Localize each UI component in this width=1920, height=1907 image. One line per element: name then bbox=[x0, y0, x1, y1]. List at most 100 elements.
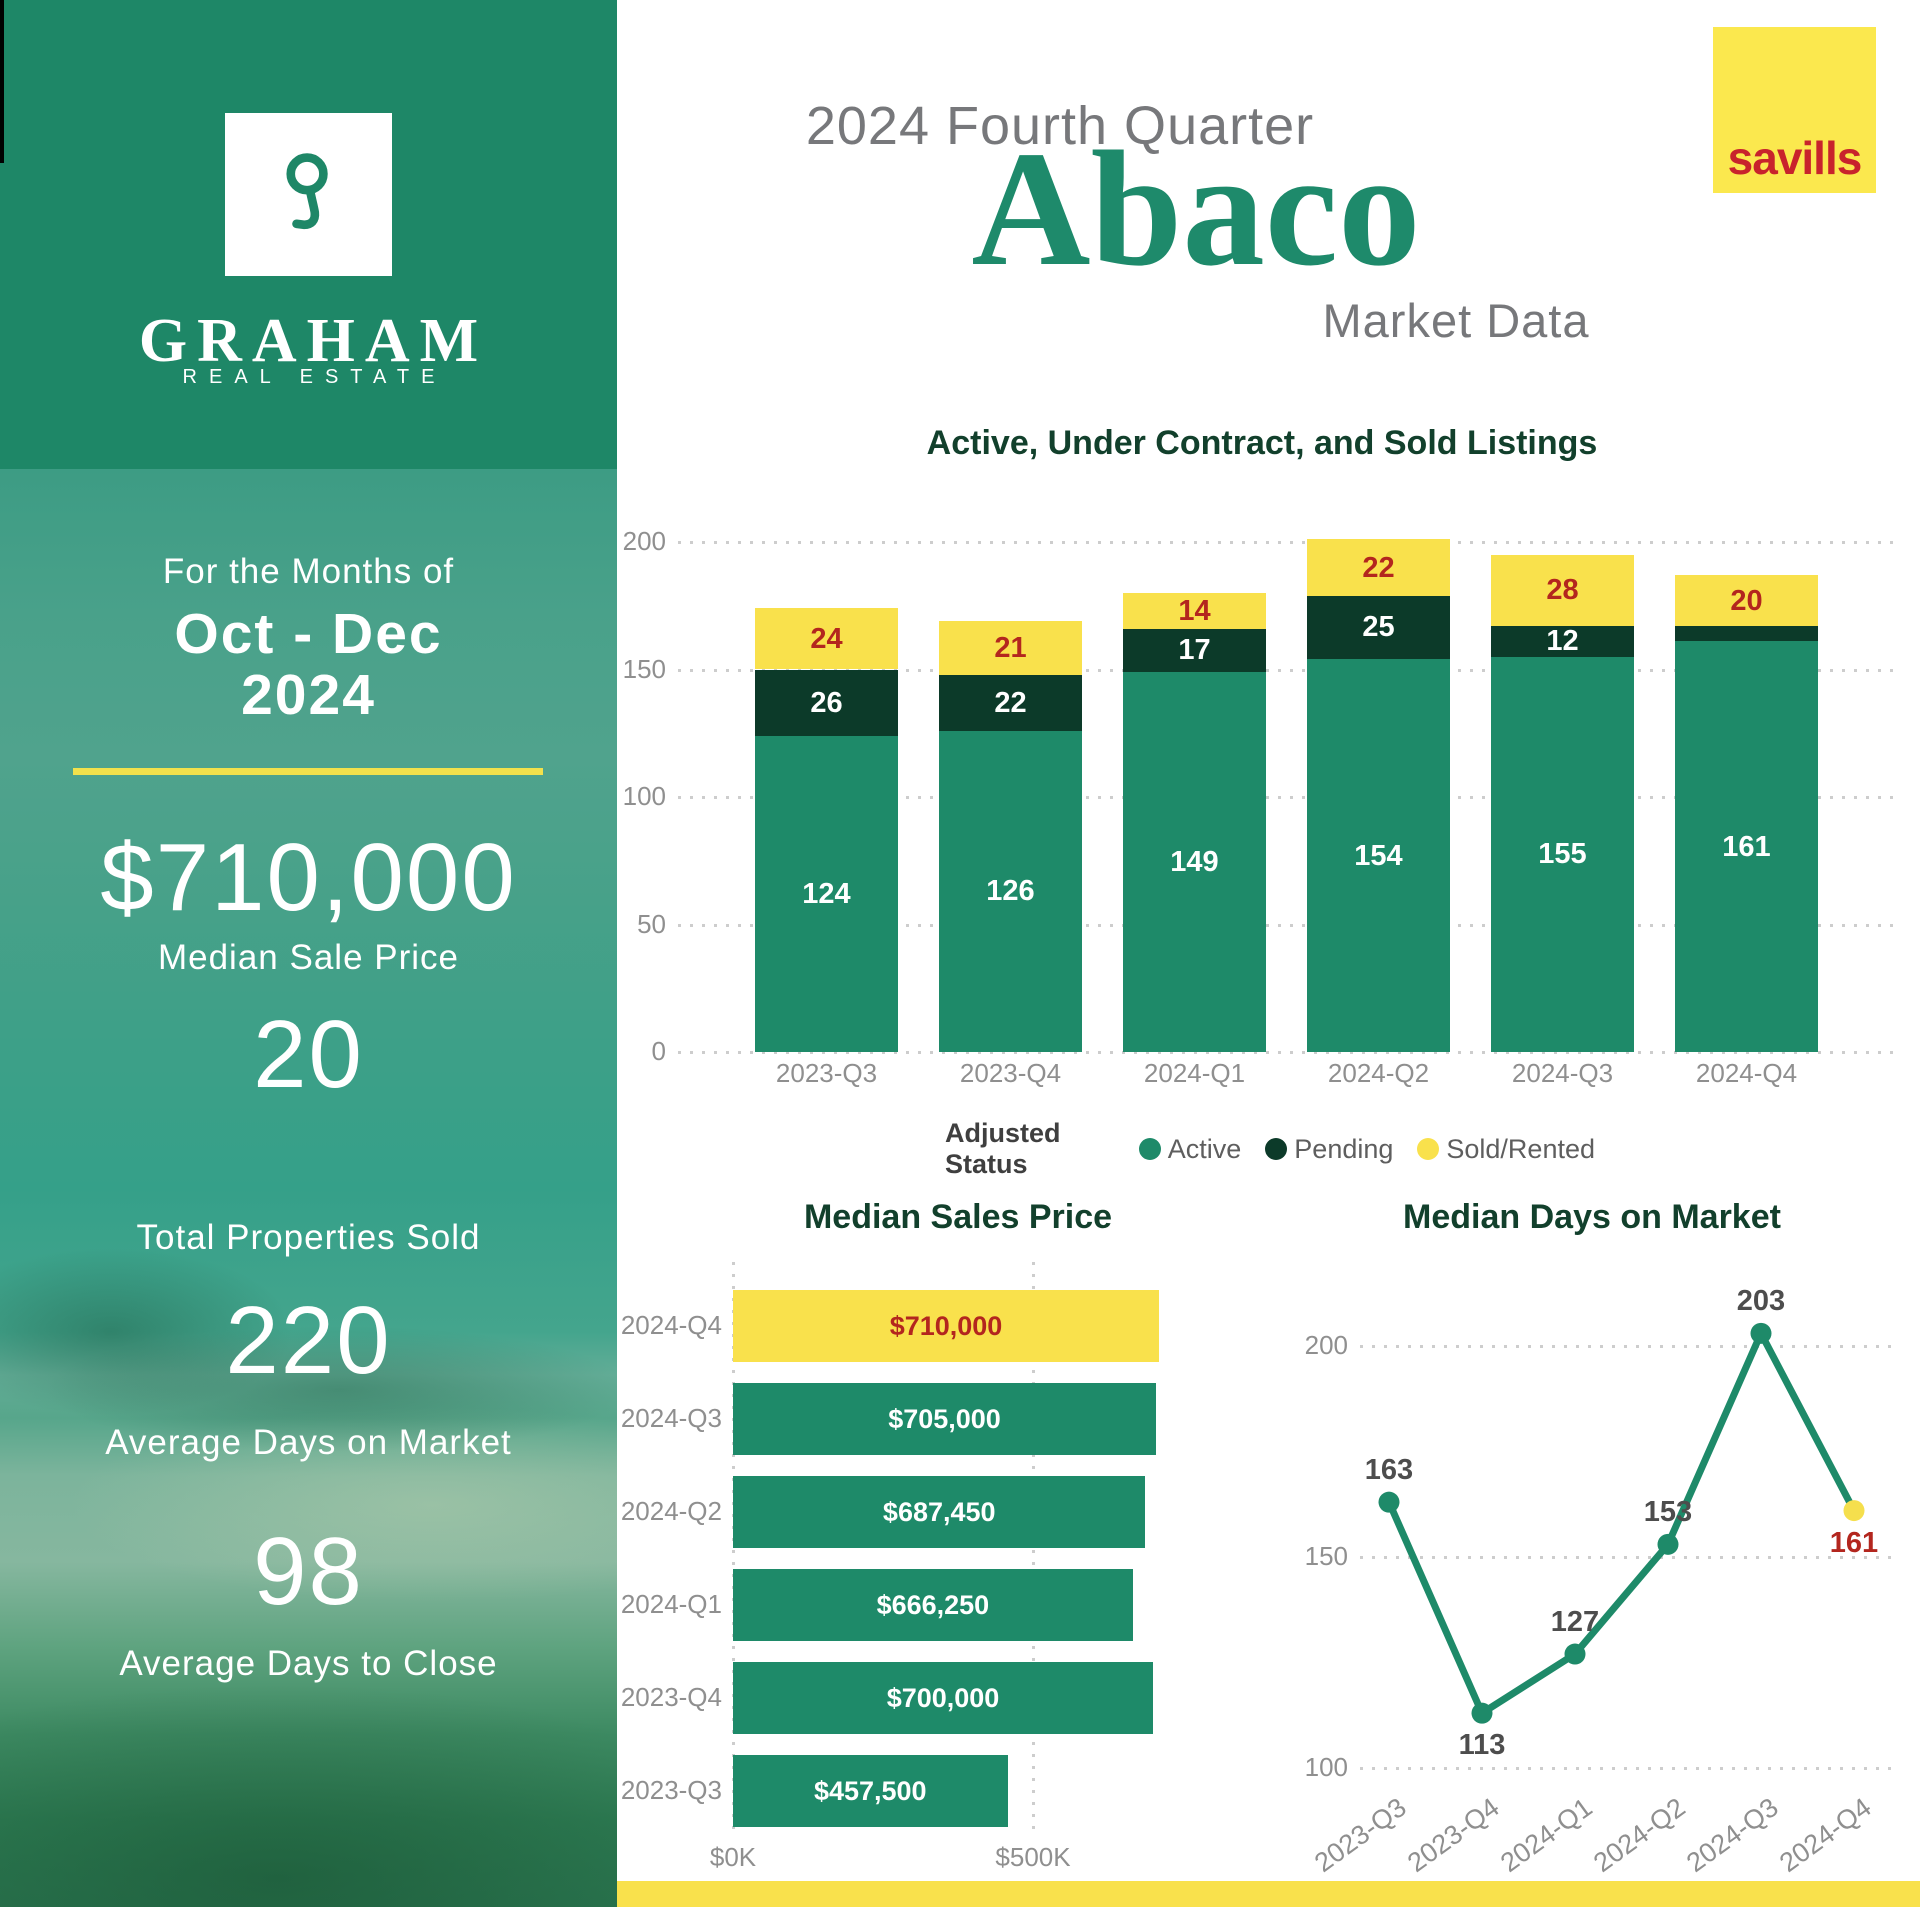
sidebar: GRAHAM REAL ESTATE For the Months of Oct… bbox=[0, 0, 617, 1907]
listings-ytick: 50 bbox=[637, 908, 666, 939]
listings-bar-segment-sold-rented bbox=[755, 608, 898, 670]
stat-total-sold-value: 20 bbox=[253, 1001, 364, 1108]
listings-segment-value: 155 bbox=[1538, 838, 1587, 871]
listings-gridline bbox=[678, 668, 1895, 672]
listings-ytick: 150 bbox=[622, 653, 666, 684]
listings-segment-value: 21 bbox=[994, 631, 1027, 664]
listings-segment-value: 161 bbox=[1722, 830, 1771, 863]
mdom-ytick: 200 bbox=[1304, 1330, 1348, 1360]
stat-median-sale-price-value: $710,000 bbox=[100, 824, 517, 931]
listings-legend: Adjusted Status Active Pending Sold/Rented bbox=[945, 1118, 1595, 1180]
legend-title: Adjusted Status bbox=[945, 1118, 1061, 1179]
legend-item-active: Active bbox=[1138, 1133, 1242, 1165]
listings-bar-segment-pending bbox=[939, 674, 1082, 731]
msp-bar bbox=[733, 1476, 1146, 1548]
msp-chart-title: Median Sales Price bbox=[803, 1198, 1113, 1236]
listings-gridline bbox=[678, 796, 1895, 799]
mdom-point-label: 153 bbox=[1643, 1496, 1693, 1529]
msp-bar-value: $666,250 bbox=[876, 1590, 990, 1620]
period-year: 2024 bbox=[241, 663, 376, 727]
mdom-point-label: 203 bbox=[1736, 1285, 1786, 1318]
listings-bar-segment-pending bbox=[1123, 628, 1266, 673]
listings-bar-segment-active bbox=[1491, 656, 1634, 1052]
listings-ytick: 200 bbox=[622, 526, 666, 556]
mdom-point bbox=[1564, 1643, 1586, 1665]
listings-segment-value: 20 bbox=[1730, 584, 1763, 617]
msp-cat-label: 2024-Q4 bbox=[620, 1310, 722, 1340]
listings-bar-segment-pending bbox=[1491, 626, 1634, 657]
listings-xtick: 2024-Q3 bbox=[1511, 1058, 1614, 1088]
msp-cat-label: 2024-Q1 bbox=[620, 1589, 722, 1619]
mdom-point-label: 113 bbox=[1458, 1729, 1506, 1762]
legend-label: Active bbox=[1167, 1133, 1242, 1164]
mdom-line-plot bbox=[1378, 1322, 1865, 1724]
mdom-point-label: 127 bbox=[1550, 1606, 1600, 1639]
mdom-point bbox=[1750, 1322, 1772, 1344]
listings-gridline bbox=[678, 1051, 1895, 1054]
msp-xtick: $0K bbox=[709, 1842, 757, 1872]
listings-segment-value: 14 bbox=[1178, 594, 1211, 627]
msp-bar bbox=[733, 1290, 1159, 1362]
msp-cat-label: 2023-Q4 bbox=[620, 1682, 722, 1712]
mdom-point bbox=[1471, 1702, 1493, 1724]
mdom-point bbox=[1378, 1491, 1400, 1513]
keyhole-icon bbox=[285, 152, 328, 229]
listings-bar-segment-pending bbox=[1307, 595, 1450, 660]
savills-wordmark: savills bbox=[1727, 132, 1863, 184]
report-location-title: Abaco bbox=[971, 117, 1421, 300]
mdom-point-label: 163 bbox=[1364, 1454, 1414, 1487]
yellow-divider bbox=[73, 768, 543, 775]
msp-cat-label: 2024-Q2 bbox=[620, 1496, 722, 1526]
mdom-point bbox=[1657, 1533, 1679, 1555]
listings-segment-value: 124 bbox=[802, 877, 851, 910]
listings-xtick: 2024-Q2 bbox=[1327, 1058, 1430, 1088]
listings-xtick: 2024-Q4 bbox=[1695, 1058, 1798, 1088]
brand-name: GRAHAM bbox=[138, 307, 489, 375]
listings-xtick: 2023-Q3 bbox=[775, 1058, 878, 1088]
report-quarter-title: 2024 Fourth Quarter bbox=[805, 96, 1315, 156]
msp-cat-label: 2024-Q3 bbox=[620, 1403, 722, 1433]
msp-bar-value: $687,450 bbox=[882, 1497, 996, 1527]
listings-bar-segment-sold-rented bbox=[1675, 575, 1818, 627]
legend-item-sold-rented: Sold/Rented bbox=[1417, 1134, 1595, 1165]
listings-segment-value: 126 bbox=[986, 875, 1035, 908]
listings-bar-segment-sold-rented bbox=[1123, 593, 1266, 629]
listings-bar-segment-active bbox=[1123, 672, 1266, 1052]
listings-bar-segment-active bbox=[1307, 659, 1450, 1052]
msp-gridline bbox=[732, 1262, 735, 1838]
stat-avg-days-close-value: 98 bbox=[253, 1518, 364, 1625]
listings-segment-value: 22 bbox=[1362, 551, 1395, 584]
listings-segment-value: 12 bbox=[1546, 625, 1579, 658]
mdom-chart-title: Median Days on Market bbox=[1403, 1198, 1781, 1236]
listings-bar-segment-active bbox=[1675, 641, 1818, 1052]
msp-bar-value: $710,000 bbox=[889, 1311, 1003, 1341]
listings-segment-value: 154 bbox=[1354, 839, 1403, 872]
listings-segment-value: 24 bbox=[810, 622, 843, 655]
listings-bar-segment-sold-rented bbox=[939, 621, 1082, 675]
listings-ytick: 100 bbox=[622, 781, 666, 811]
listings-bar-segment-active bbox=[755, 735, 898, 1052]
listings-segment-value: 149 bbox=[1170, 846, 1219, 879]
legend-dot bbox=[1138, 1138, 1161, 1160]
report-subtitle: Market Data bbox=[1322, 294, 1590, 347]
listings-bar-segment-active bbox=[939, 730, 1082, 1052]
mdom-gridline bbox=[1360, 1767, 1895, 1770]
mdom-ytick: 100 bbox=[1304, 1752, 1348, 1782]
msp-bar bbox=[733, 1383, 1156, 1455]
msp-bar-value: $700,000 bbox=[886, 1683, 1000, 1713]
listings-bar-segment-pending bbox=[1675, 626, 1818, 642]
mdom-point-label: 161 bbox=[1829, 1526, 1879, 1559]
msp-gridline bbox=[1032, 1262, 1035, 1838]
msp-bar-value: $705,000 bbox=[888, 1404, 1001, 1434]
savills-logo: savills bbox=[1713, 27, 1876, 193]
graham-logo bbox=[225, 113, 392, 276]
stat-total-sold-label: Total Properties Sold bbox=[136, 1218, 481, 1257]
legend-dot bbox=[1265, 1138, 1288, 1160]
msp-bar bbox=[733, 1662, 1153, 1734]
msp-bar-value: $457,500 bbox=[813, 1776, 927, 1806]
stat-median-sale-price-label: Median Sale Price bbox=[157, 938, 460, 977]
mdom-gridline bbox=[1360, 1556, 1895, 1559]
mdom-point bbox=[1843, 1500, 1865, 1522]
msp-bar bbox=[733, 1569, 1133, 1641]
